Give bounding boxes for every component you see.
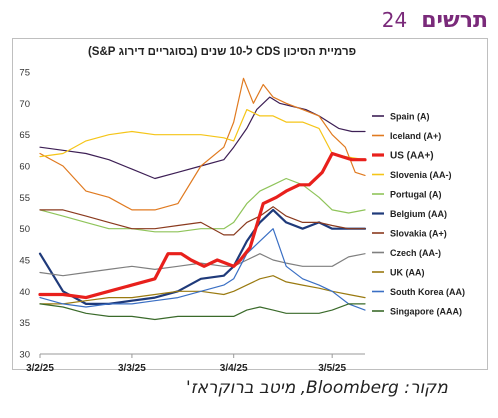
y-tick-label: 65 [19, 130, 30, 141]
series-line-south-korea-aa [39, 228, 366, 311]
series-line-uk-aa [39, 275, 366, 305]
legend-label: Slovakia (A+) [390, 229, 447, 239]
legend-label: Singapore (AAA) [390, 307, 462, 317]
series-lines [38, 77, 367, 321]
series-line-portugal-a [39, 177, 366, 233]
source-note: מקור: Bloomberg, מיטב ברוקראז' [186, 378, 448, 398]
y-axis: 30 35 40 45 50 55 60 65 70 75 [19, 68, 30, 361]
y-tick-label: 35 [19, 318, 30, 329]
y-tick-label: 30 [19, 350, 30, 361]
legend: Spain (A) Iceland (A+) US (AA+) Slovenia (A… [372, 112, 465, 317]
x-tick-label: 3/2/25 [26, 363, 54, 374]
y-tick-label: 45 [19, 256, 30, 267]
chart-title: פרמיית הסיכון CDS ל-10 שנים (בסוגריים די… [88, 45, 356, 58]
chart-frame [12, 38, 488, 370]
legend-label: Portugal (A) [390, 190, 442, 200]
x-tick-label: 3/5/25 [318, 363, 346, 374]
legend-label: Spain (A) [390, 112, 430, 122]
chart-label: תרשים [421, 8, 488, 33]
legend-label: Belgium (AA) [390, 209, 447, 219]
y-tick-label: 75 [19, 68, 30, 79]
legend-label: Iceland (A+) [390, 131, 441, 141]
x-axis: 3/2/25 3/3/25 3/4/25 3/5/25 [26, 354, 347, 374]
chart-header: תרשים 24 [382, 8, 488, 33]
series-line-singapore-aaa [39, 303, 366, 321]
legend-label: US (AA+) [390, 151, 434, 162]
x-tick-label: 3/4/25 [220, 363, 248, 374]
series-line-spain-a [39, 96, 366, 180]
series-line-us-aa [38, 151, 367, 300]
legend-label: UK (AA) [390, 268, 425, 278]
series-line-belgium-aa [38, 208, 367, 305]
y-tick-label: 70 [19, 99, 30, 110]
series-line-slovenia-aa [39, 108, 366, 161]
legend-label: Czech (AA-) [390, 248, 441, 258]
legend-label: South Korea (AA) [390, 287, 465, 297]
y-tick-label: 55 [19, 193, 30, 204]
series-line-iceland-a [39, 77, 366, 211]
legend-label: Slovenia (AA-) [390, 170, 452, 180]
y-tick-label: 60 [19, 162, 30, 173]
x-tick-label: 3/3/25 [118, 363, 146, 374]
y-tick-label: 40 [19, 287, 30, 298]
y-tick-label: 50 [19, 224, 30, 235]
series-line-slovakia-a [39, 206, 366, 236]
chart-number: 24 [381, 8, 408, 32]
